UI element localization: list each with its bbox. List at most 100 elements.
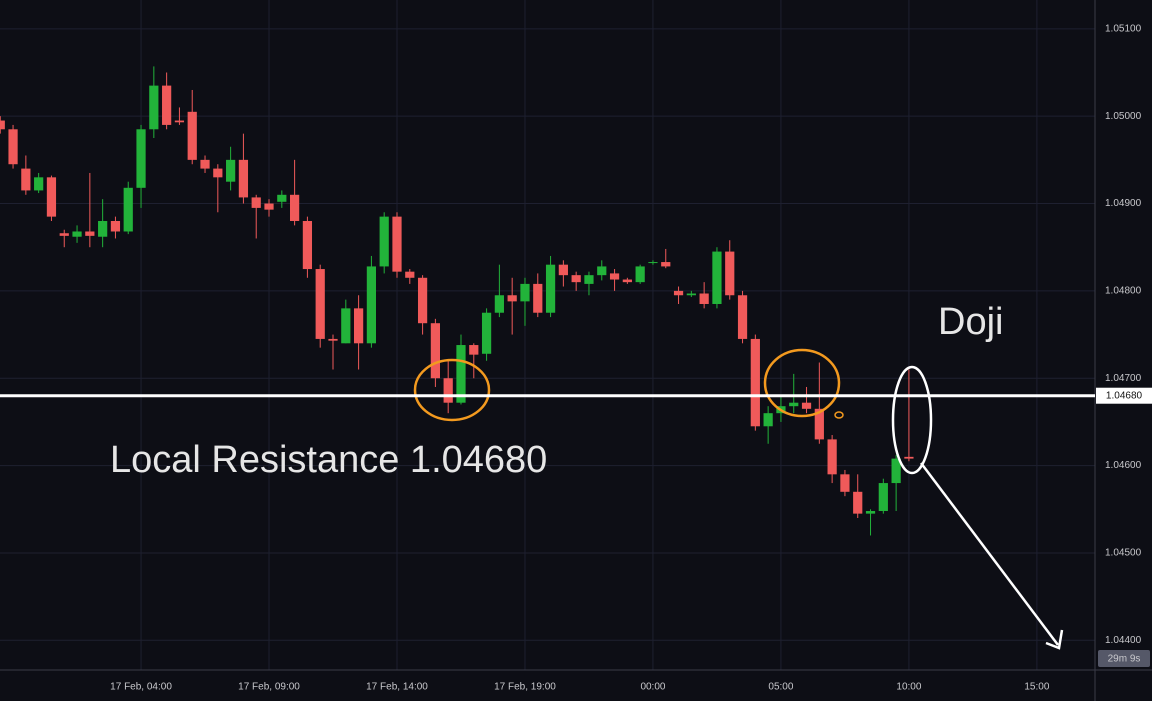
x-tick-label: 17 Feb, 14:00 [366, 682, 428, 693]
annotation: Doji [938, 301, 1003, 343]
candle-body [520, 283, 530, 302]
highlight-circle [763, 348, 841, 418]
doji-circle [891, 365, 933, 475]
candle-body [264, 203, 274, 210]
candle-body [226, 159, 236, 182]
candle-body [469, 345, 479, 355]
countdown: 29m 9s [1108, 654, 1141, 665]
x-tick-label: 10:00 [896, 682, 921, 693]
candle-body [123, 187, 133, 232]
candle-body [865, 511, 876, 514]
candle-body [648, 262, 658, 264]
axes: 1.05100 1.05000 1.04900 1.04800 1.04700 1.046… [110, 23, 1141, 692]
candle-body [0, 120, 5, 130]
candle-body [558, 264, 568, 276]
candle-body [481, 312, 492, 354]
candle-body [507, 295, 517, 302]
annotation: Local Resistance 1.04680 [110, 439, 547, 481]
candle-body [840, 474, 850, 492]
candle-body [200, 159, 210, 169]
candle-body [238, 159, 249, 198]
candle-body [763, 413, 773, 427]
candle-body [187, 111, 197, 160]
candle-body [456, 345, 466, 403]
candle-body [34, 177, 44, 191]
candle-body [584, 275, 594, 284]
candle-body [443, 378, 453, 403]
candle-body [750, 338, 760, 427]
candle-body [72, 231, 82, 237]
candle-body [98, 221, 108, 237]
candle-body [353, 308, 364, 344]
candle-body [712, 251, 722, 304]
candle-body [545, 264, 556, 313]
y-tick-label: 1.04500 [1105, 548, 1142, 559]
candle-body [136, 129, 146, 188]
candle-body [417, 277, 428, 324]
x-tick-label: 00:00 [640, 682, 665, 693]
candle-body [737, 295, 748, 339]
candle-body [814, 408, 824, 440]
candle-body [341, 308, 351, 344]
resistance-label-box [1096, 387, 1152, 404]
y-tick-label: 1.04700 [1105, 373, 1142, 384]
candle-body [8, 129, 18, 165]
candle-body [302, 221, 313, 270]
candle-body [174, 120, 185, 123]
candle-body [162, 85, 172, 125]
x-tick-label: 17 Feb, 09:00 [238, 682, 300, 693]
highlight-circle [834, 411, 844, 419]
y-tick-label: 1.05000 [1105, 111, 1142, 122]
candle-body [494, 295, 504, 313]
candle-body [622, 279, 632, 283]
candle-body [609, 273, 620, 280]
x-tick-label: 05:00 [768, 682, 793, 693]
candle-body [290, 194, 300, 222]
candle-body [21, 168, 31, 191]
x-tick-label: 17 Feb, 19:00 [494, 682, 556, 693]
y-tick-label: 1.04600 [1105, 460, 1142, 471]
candle-body [904, 456, 914, 459]
y-tick-label: 1.05100 [1105, 23, 1142, 34]
candle-body [392, 216, 402, 272]
candle-body [699, 293, 709, 304]
candle-body [661, 262, 671, 267]
candle-body [59, 233, 69, 236]
candle-body [251, 197, 261, 208]
candle-body [801, 402, 812, 409]
candle-body [533, 283, 543, 313]
candle-body [789, 402, 799, 407]
candle-body [878, 483, 888, 512]
candle-body [366, 266, 377, 344]
candle-body [853, 491, 863, 514]
candle-body [315, 269, 325, 339]
candle-body [379, 216, 389, 267]
y-tick-label: 1.04400 [1105, 635, 1142, 646]
y-tick-label: 1.04900 [1105, 198, 1142, 209]
candle-body [277, 194, 287, 202]
candle-body [430, 323, 440, 379]
arrow-head [1045, 629, 1064, 650]
x-tick-label: 17 Feb, 04:00 [110, 682, 172, 693]
x-tick-label: 15:00 [1024, 682, 1049, 693]
candles [0, 66, 914, 536]
candle-body [110, 221, 121, 232]
candle-body [85, 231, 95, 236]
candle-body [597, 266, 607, 276]
candle-body [891, 458, 901, 484]
resistance-label: 1.04680 [1106, 390, 1143, 401]
candle-body [328, 338, 338, 341]
candle-body [635, 266, 645, 283]
candle-body [686, 293, 696, 296]
y-tick-label: 1.04800 [1105, 286, 1142, 297]
candle-body [149, 85, 159, 130]
arrow [920, 462, 1059, 646]
candle-body [673, 290, 684, 296]
highlight-circle [413, 358, 491, 422]
candle-body [46, 177, 57, 217]
grid [0, 0, 1095, 670]
candle-body [827, 439, 837, 475]
